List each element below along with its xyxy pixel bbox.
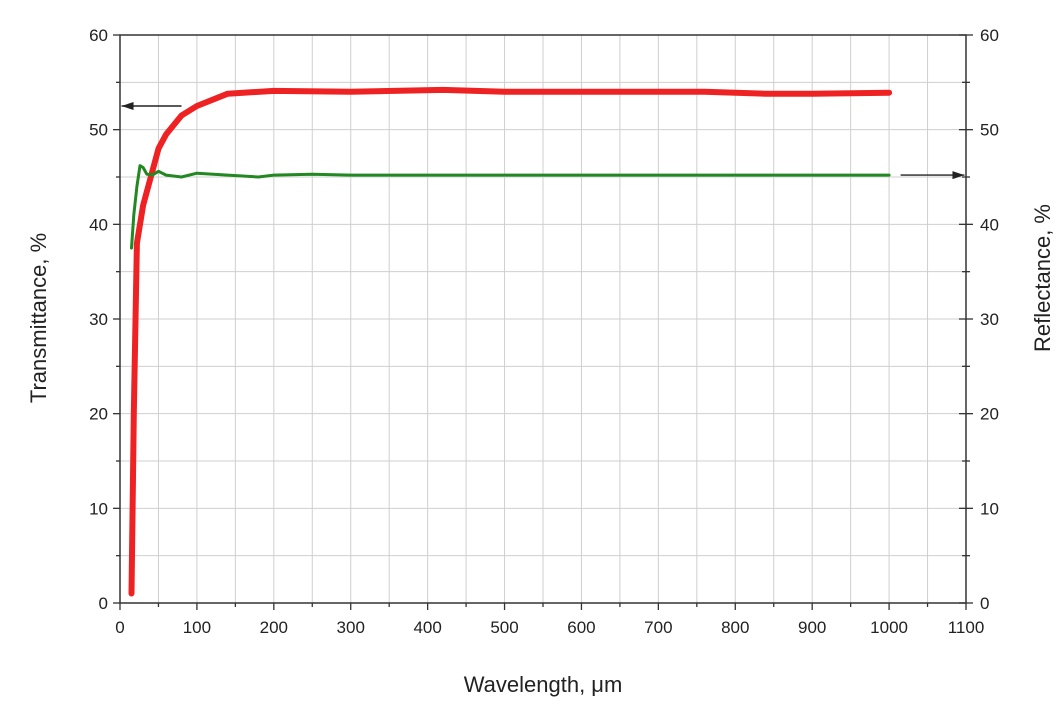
y-left-tick-labels: 0 10 20 30 40 50 60 [89,26,108,613]
y-right-tick-label: 10 [980,499,999,518]
y-left-tick-label: 20 [89,405,108,424]
x-tick-label: 700 [644,618,672,637]
arrow-transmittance-head [121,102,134,110]
x-tick-labels: 0 100 200 300 400 500 600 700 800 900 1000 1100 [115,618,984,637]
y-left-tick-label: 10 [89,499,108,518]
y-right-tick-label: 30 [980,310,999,329]
x-tick-label: 800 [721,618,749,637]
y-right-tick-label: 40 [980,215,999,234]
x-tick-label: 100 [183,618,211,637]
annotation-arrows [121,102,965,180]
y-left-tick-label: 60 [89,26,108,45]
series-line-reflectance [130,164,891,250]
arrow-reflectance-head [952,171,965,180]
x-tick-label: 300 [337,618,365,637]
y-right-tick-label: 20 [980,405,999,424]
ticks [113,34,973,610]
x-tick-label: 200 [260,618,288,637]
x-tick-label: 500 [490,618,518,637]
x-axis-title: Wavelength, μm [464,672,623,697]
x-tick-label: 600 [567,618,595,637]
y-right-axis-title: Reflectance, % [1030,204,1055,352]
series-lines [128,86,893,597]
y-left-tick-label: 50 [89,121,108,140]
x-tick-label: 400 [413,618,441,637]
y-right-tick-label: 50 [980,121,999,140]
y-left-tick-label: 0 [99,594,108,613]
y-right-tick-label: 0 [980,594,989,613]
x-tick-label: 1000 [870,618,908,637]
y-left-axis-title: Transmittance, % [26,233,51,403]
y-right-tick-label: 60 [980,26,999,45]
grid [120,35,966,603]
x-tick-label: 1100 [948,618,985,637]
x-tick-label: 900 [798,618,826,637]
series-line-transmittance [128,86,893,597]
x-tick-label: 0 [115,618,124,637]
y-right-tick-labels: 0 10 20 30 40 50 60 [980,26,999,613]
y-left-tick-label: 30 [89,310,108,329]
y-left-tick-label: 40 [89,215,108,234]
